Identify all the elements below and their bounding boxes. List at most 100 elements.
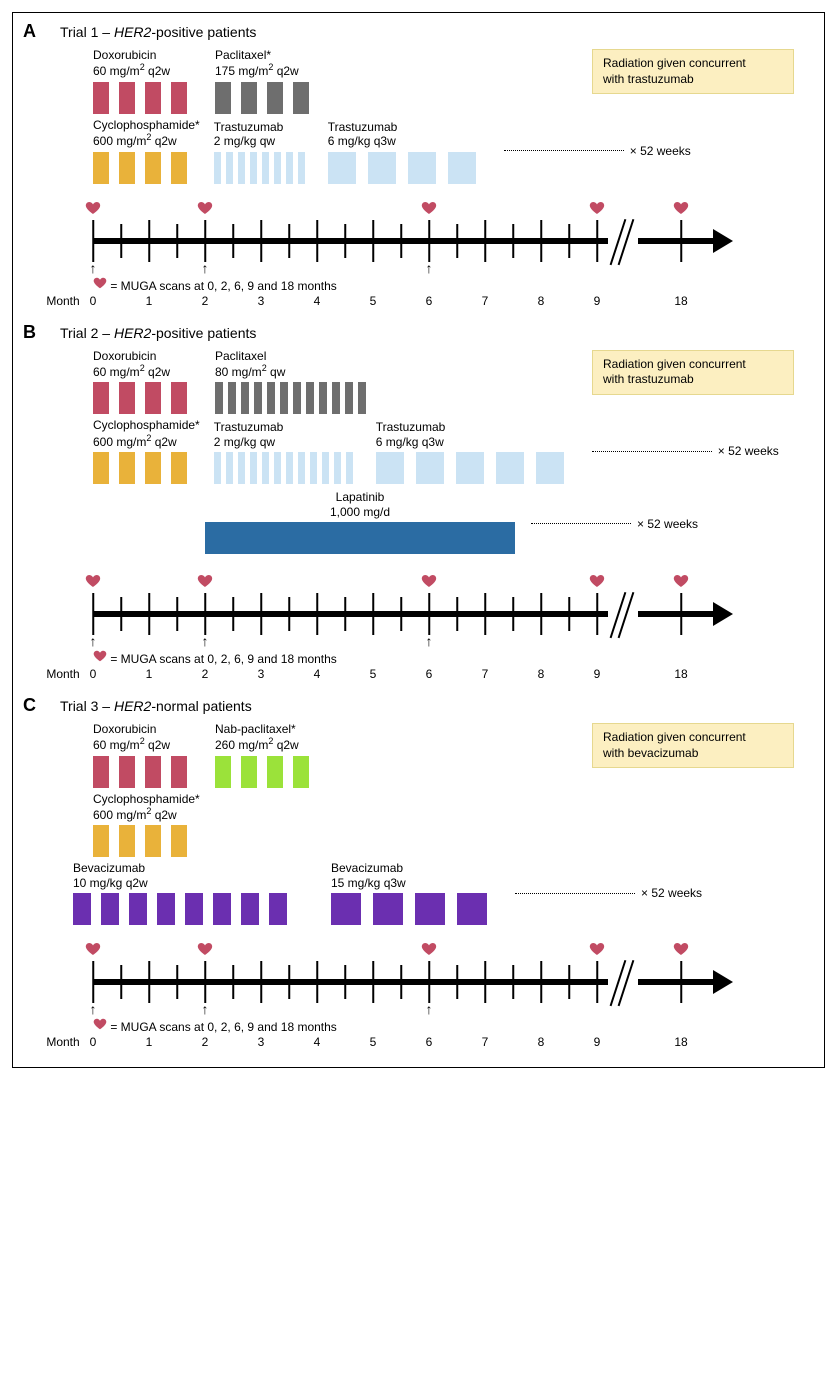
tick <box>92 961 94 1003</box>
drug-label: Paclitaxel*175 mg/m2 q2w <box>215 48 319 79</box>
dose-bar <box>119 152 135 184</box>
month-num: 7 <box>482 1035 489 1049</box>
tick <box>680 220 682 262</box>
month-num: 9 <box>594 1035 601 1049</box>
tick <box>176 965 178 999</box>
lapatinib-label: Lapatinib1,000 mg/d <box>205 490 515 519</box>
tick <box>568 965 570 999</box>
dose-bar <box>293 756 309 788</box>
month-num: 6 <box>426 294 433 308</box>
dose-bar <box>334 452 341 484</box>
dose-bar <box>226 152 233 184</box>
month-num: 2 <box>202 294 209 308</box>
dose-bar <box>145 152 161 184</box>
tick <box>344 224 346 258</box>
tick <box>316 961 318 1003</box>
dose-bar <box>319 382 327 414</box>
tick <box>120 224 122 258</box>
heart-icon <box>673 941 689 962</box>
drug-label: Trastuzumab2 mg/kg qw <box>214 120 310 149</box>
followup-arrow-icon: ↑ <box>426 633 433 649</box>
drug-label: Nab-paclitaxel*260 mg/m2 q2w <box>215 722 319 753</box>
tick <box>176 597 178 631</box>
dose-bar <box>214 152 221 184</box>
dose-bar <box>129 893 147 925</box>
dose-bar <box>93 382 109 414</box>
tick <box>204 220 206 262</box>
tick <box>148 220 150 262</box>
month-num: 18 <box>674 1035 687 1049</box>
tick <box>568 224 570 258</box>
panel-title: Trial 3 – HER2-normal patients <box>60 698 252 714</box>
tick <box>428 961 430 1003</box>
dose-bar <box>280 382 288 414</box>
tick <box>260 593 262 635</box>
panel-title: Trial 1 – HER2-positive patients <box>60 24 256 40</box>
month-num: 6 <box>426 1035 433 1049</box>
tick <box>484 593 486 635</box>
drug-group: Bevacizumab10 mg/kg q2w <box>73 861 297 925</box>
followup-arrow-icon: ↑ <box>90 260 97 276</box>
followup-arrow-icon: ↑ <box>426 260 433 276</box>
dose-bar <box>93 82 109 114</box>
tick <box>372 593 374 635</box>
dose-bar <box>346 452 353 484</box>
dose-bar <box>215 756 231 788</box>
figure-frame: A Trial 1 – HER2-positive patients Radia… <box>12 12 825 1068</box>
panel-letter: C <box>23 695 36 716</box>
dose-bar <box>101 893 119 925</box>
month-num: 4 <box>314 1035 321 1049</box>
panel-letter: A <box>23 21 36 42</box>
month-num: 4 <box>314 294 321 308</box>
tick <box>540 961 542 1003</box>
panel-C: C Trial 3 – HER2-normal patients Radiati… <box>23 695 814 1051</box>
tick <box>680 593 682 635</box>
dose-bar <box>328 152 356 184</box>
dose-bar <box>496 452 524 484</box>
tick <box>568 597 570 631</box>
dose-bar <box>145 756 161 788</box>
heart-icon <box>197 200 213 221</box>
drug-label: Trastuzumab6 mg/kg q3w <box>376 420 576 449</box>
dose-bar <box>215 82 231 114</box>
month-num: 8 <box>538 667 545 681</box>
muga-legend: = MUGA scans at 0, 2, 6, 9 and 18 months <box>93 1017 337 1034</box>
dose-bar <box>298 152 305 184</box>
tick <box>596 593 598 635</box>
dose-bar <box>310 452 317 484</box>
dose-bar <box>262 152 269 184</box>
tick <box>316 593 318 635</box>
month-num: 0 <box>90 667 97 681</box>
continuation-dots <box>592 451 712 452</box>
continuation-label: × 52 weeks <box>637 517 698 531</box>
heart-icon <box>197 941 213 962</box>
dose-bar <box>306 382 314 414</box>
heart-icon <box>421 200 437 221</box>
heart-icon <box>85 941 101 962</box>
dose-bar <box>213 893 231 925</box>
drug-group: Bevacizumab15 mg/kg q3w <box>331 861 499 925</box>
month-num: 3 <box>258 667 265 681</box>
tick <box>456 965 458 999</box>
followup-arrow-icon: ↑ <box>426 1001 433 1017</box>
month-num: 7 <box>482 294 489 308</box>
muga-text: = MUGA scans at 0, 2, 6, 9 and 18 months <box>110 652 336 666</box>
dose-bar <box>293 82 309 114</box>
muga-legend: = MUGA scans at 0, 2, 6, 9 and 18 months <box>93 649 337 666</box>
followup-arrow-icon: ↑ <box>202 1001 209 1017</box>
dose-bar <box>119 82 135 114</box>
dose-bar <box>185 893 203 925</box>
dose-bar <box>93 825 109 857</box>
tick <box>260 220 262 262</box>
tick <box>92 593 94 635</box>
tick <box>456 597 458 631</box>
tick <box>288 965 290 999</box>
dose-bar <box>214 452 221 484</box>
continuation-dots <box>515 893 635 894</box>
drug-group: Cyclophosphamide*600 mg/m2 q2w <box>93 118 200 184</box>
dose-bar <box>322 452 329 484</box>
tick <box>148 593 150 635</box>
drug-label: Paclitaxel80 mg/m2 qw <box>215 349 371 380</box>
dose-bar <box>119 756 135 788</box>
month-num: 1 <box>146 294 153 308</box>
